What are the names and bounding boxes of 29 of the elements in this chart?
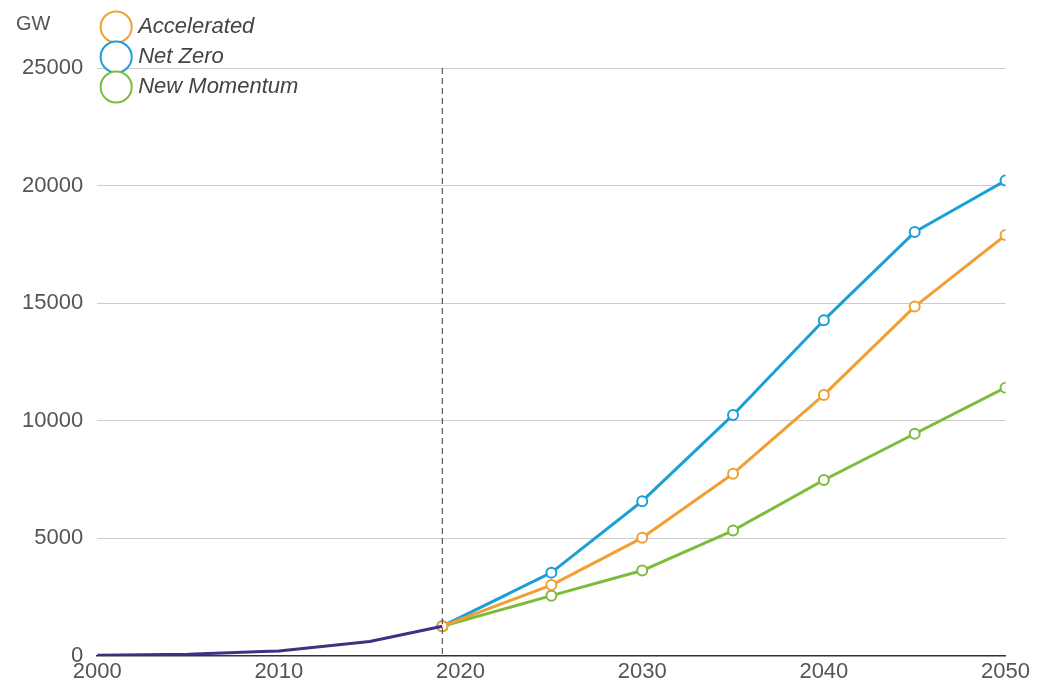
- point: [545, 566, 558, 579]
- x-tick-label: 2050: [981, 657, 1031, 683]
- point: [908, 226, 921, 239]
- point: [727, 467, 740, 480]
- y-tick-label: 10000: [21, 406, 84, 432]
- legend-label: Accelerated: [136, 13, 256, 39]
- x-tick-label: 2040: [799, 657, 849, 683]
- x-tick-label: 2020: [436, 657, 485, 683]
- point: [817, 314, 830, 327]
- point: [727, 408, 740, 421]
- y-tick-label: 15000: [21, 289, 84, 315]
- legend-label: Net Zero: [138, 43, 224, 69]
- point: [636, 564, 649, 577]
- point: [636, 495, 649, 508]
- point: [545, 579, 558, 592]
- x-tick-label: 2030: [617, 657, 667, 683]
- y-tick-label: 5000: [34, 524, 84, 550]
- point: [908, 427, 921, 440]
- point: [727, 524, 740, 537]
- y-tick-label: 20000: [21, 171, 84, 197]
- point: [817, 388, 830, 401]
- point: [817, 474, 830, 487]
- y-tick-label: 25000: [21, 54, 84, 80]
- legend-label: New Momentum: [138, 73, 299, 99]
- x-tick-label: 2010: [254, 657, 304, 683]
- point: [636, 531, 649, 544]
- point: [545, 589, 558, 602]
- y-axis-title: GW: [16, 11, 51, 34]
- point: [908, 300, 921, 313]
